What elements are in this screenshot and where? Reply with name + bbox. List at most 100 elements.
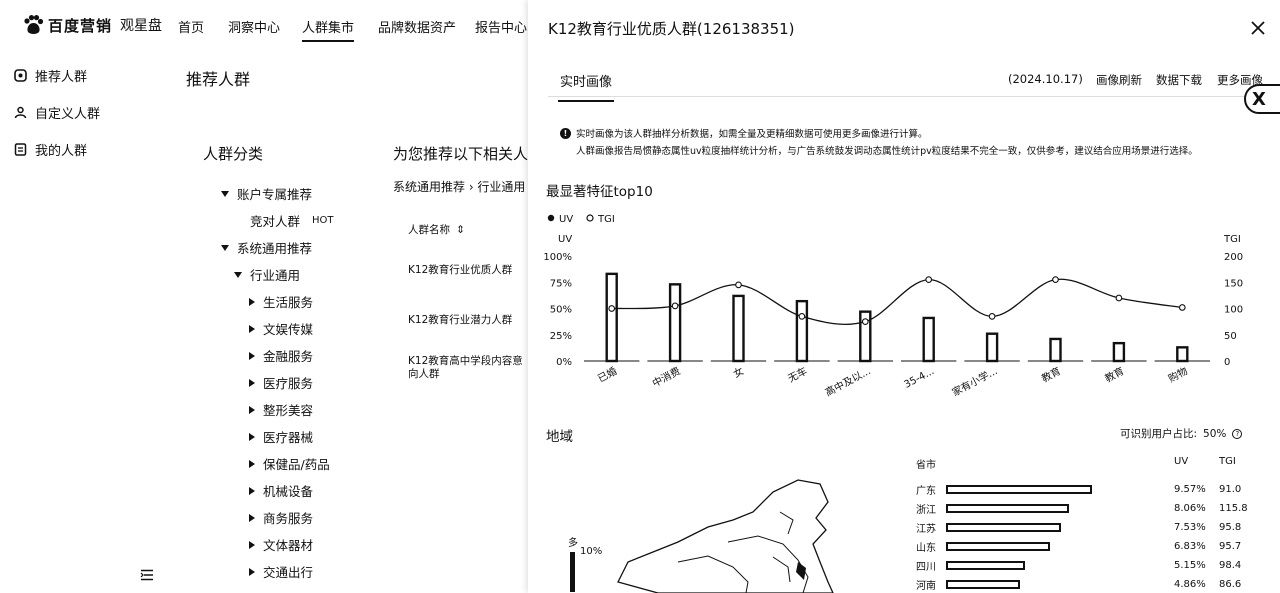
close-icon[interactable]: [1250, 20, 1266, 36]
tgi-point: [1052, 276, 1059, 283]
tree-node-industry[interactable]: 医疗服务: [249, 373, 313, 392]
x-category-label: 女: [731, 364, 746, 380]
audience-row[interactable]: K12教育行业优质人群: [408, 264, 513, 276]
province-uv-bar: [946, 579, 1020, 589]
sidebar-item-custom[interactable]: 自定义人群: [14, 103, 100, 122]
province-uv: 6.83%: [1174, 540, 1206, 552]
recommend-icon: [14, 69, 27, 82]
province-tgi: 95.8: [1219, 521, 1242, 533]
sidebar-item-recommended[interactable]: 推荐人群: [14, 66, 87, 85]
province-row[interactable]: 浙江 8.06% 115.8: [916, 500, 1256, 516]
province-row[interactable]: 江苏 7.53% 95.8: [916, 519, 1256, 535]
tree-node-competitor[interactable]: 竞对人群 HOT: [250, 211, 334, 230]
download-data-link[interactable]: 数据下载: [1156, 73, 1202, 87]
tree-node-industry-general[interactable]: 行业通用: [234, 265, 300, 284]
y-right-tick-label: 150: [1224, 278, 1243, 289]
top10-title: 最显著特征top10: [546, 184, 653, 200]
help-icon[interactable]: ?: [1232, 428, 1243, 439]
tree-node-industry[interactable]: 整形美容: [249, 400, 313, 419]
top10-chart: UV TGI UV TGI 0% 25% 50% 75% 100% 0 50 100 150 200 已婚 中…: [543, 214, 1243, 399]
caret-right-icon: [249, 405, 255, 414]
hot-badge: HOT: [312, 215, 334, 226]
tree-label: 保健品/药品: [263, 457, 330, 472]
tree-label: 商务服务: [263, 511, 314, 526]
tgi-point: [988, 313, 996, 320]
y-left-axis-title: UV: [558, 234, 572, 245]
province-row[interactable]: 山东 6.83% 95.7: [916, 538, 1256, 554]
refresh-portrait-link[interactable]: 画像刷新: [1096, 73, 1142, 87]
tree-node-industry[interactable]: 交通出行: [249, 562, 313, 581]
tree-node-industry[interactable]: 生活服务: [249, 292, 313, 311]
nav-reports[interactable]: 报告中心: [475, 21, 528, 36]
province-uv: 8.06%: [1174, 502, 1206, 514]
identify-ratio: 可识别用户占比: 50% ?: [1120, 426, 1243, 441]
tree-label: 文体器材: [263, 538, 314, 553]
tree-node-industry[interactable]: 金融服务: [249, 346, 313, 365]
tree-node-industry[interactable]: 商务服务: [249, 508, 313, 527]
province-name: 江苏: [916, 523, 936, 535]
tree-node-industry[interactable]: 文娱传媒: [249, 319, 313, 338]
audience-name-column[interactable]: 人群名称 ⇕: [408, 222, 465, 237]
tree-node-system[interactable]: 系统通用推荐: [221, 238, 312, 257]
province-tgi: 115.8: [1219, 502, 1248, 514]
breadcrumb: 系统通用推荐 › 行业通用: [393, 180, 526, 194]
tree-node-industry[interactable]: 机械设备: [249, 481, 313, 500]
tree-label: 整形美容: [263, 403, 314, 418]
brand-name: 百度营销: [48, 16, 113, 35]
tab-live-portrait[interactable]: 实时画像: [557, 71, 615, 102]
nav-audience-market[interactable]: 人群集市: [302, 17, 355, 42]
legend-tgi-marker: [586, 214, 594, 222]
x-category-label: 中消费: [650, 364, 683, 390]
top-nav: 百度营销 观星盘 首页 洞察中心 人群集市 品牌数据资产 报告中心: [0, 0, 540, 52]
tree-label: 账户专属推荐: [237, 187, 313, 202]
sort-icon[interactable]: ⇕: [456, 223, 465, 236]
legend-uv-marker: [547, 214, 555, 222]
uv-bar: [1049, 337, 1062, 363]
my-list-icon: [14, 143, 27, 156]
tree-node-industry[interactable]: 保健品/药品: [249, 454, 330, 473]
tree-label: 竞对人群: [250, 214, 301, 229]
y-right-tick-label: 200: [1224, 252, 1243, 263]
x-category-label: 高中及以...: [823, 364, 873, 399]
collapse-menu-icon[interactable]: [140, 569, 154, 581]
province-name: 河南: [916, 580, 936, 592]
province-tgi: 98.4: [1219, 559, 1242, 571]
tab-divider: [548, 96, 1280, 97]
drawer-title: K12教育行业优质人群(126138351): [548, 20, 795, 38]
province-row[interactable]: 四川 5.15% 98.4: [916, 557, 1256, 573]
province-column: 省市: [916, 460, 936, 471]
audience-row[interactable]: K12教育高中学段内容意向人群: [408, 355, 523, 380]
province-uv-bar: [946, 522, 1061, 532]
audience-detail-drawer: K12教育行业优质人群(126138351) 实时画像 (2024.10.17)…: [528, 0, 1280, 593]
x-close-badge-icon[interactable]: X: [1244, 84, 1280, 114]
china-map[interactable]: [558, 472, 838, 593]
tree-node-account[interactable]: 账户专属推荐: [221, 184, 312, 203]
nav-insight[interactable]: 洞察中心: [228, 21, 281, 36]
x-category-label: 购物: [1166, 364, 1190, 385]
tgi-point: [735, 281, 742, 289]
y-left-tick-label: 75%: [550, 278, 572, 289]
nav-home[interactable]: 首页: [178, 21, 205, 36]
nav-brand-assets[interactable]: 品牌数据资产: [378, 21, 457, 36]
caret-right-icon: [249, 486, 255, 495]
y-left-tick-label: 0%: [556, 357, 572, 368]
caret-right-icon: [249, 297, 255, 306]
uv-bar: [605, 272, 618, 363]
y-left-tick-label: 100%: [543, 252, 572, 263]
caret-down-icon: [234, 271, 242, 278]
more-portrait-link[interactable]: 更多画像: [1217, 73, 1263, 87]
tree-node-industry[interactable]: 文体器材: [249, 535, 313, 554]
logo[interactable]: 百度营销 观星盘: [22, 14, 162, 36]
product-name: 观星盘: [120, 18, 163, 34]
uv-bar: [1176, 346, 1189, 363]
sidebar-item-mine[interactable]: 我的人群: [14, 140, 87, 159]
tgi-point: [925, 276, 933, 283]
province-uv-bar: [946, 484, 1092, 494]
province-row[interactable]: 广东 9.57% 91.0: [916, 481, 1256, 497]
province-uv: 9.57%: [1174, 483, 1206, 495]
region-title: 地域: [546, 429, 573, 445]
province-row[interactable]: 河南 4.86% 86.6: [916, 576, 1256, 592]
tgi-point: [671, 302, 679, 310]
audience-row[interactable]: K12教育行业潜力人群: [408, 314, 513, 326]
tree-node-industry[interactable]: 医疗器械: [249, 427, 313, 446]
